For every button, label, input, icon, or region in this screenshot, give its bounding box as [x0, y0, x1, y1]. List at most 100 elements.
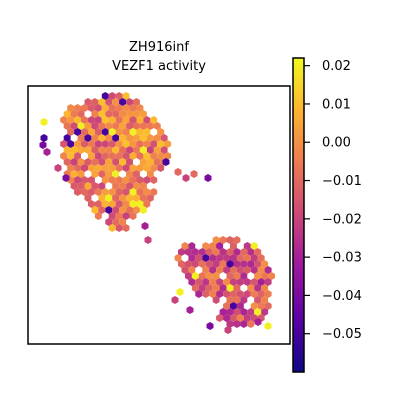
spot [174, 254, 182, 262]
spot [240, 260, 248, 268]
spot [62, 174, 70, 182]
spot [108, 104, 116, 112]
spot [224, 326, 232, 334]
spot [178, 248, 185, 256]
spot [219, 236, 227, 244]
spot [133, 122, 140, 130]
spot [178, 260, 185, 268]
spot [202, 278, 210, 286]
colorbar-tick-label: 0.00 [322, 136, 351, 151]
spot [122, 224, 130, 232]
spot [254, 318, 262, 326]
spot [247, 248, 255, 256]
spot [60, 152, 68, 160]
spot [139, 110, 147, 118]
spot [91, 170, 99, 178]
spot [136, 152, 144, 160]
spot [160, 146, 168, 154]
spot [126, 194, 133, 202]
spot [122, 92, 130, 100]
spot [236, 278, 244, 286]
spot [257, 290, 265, 298]
spot [67, 152, 75, 160]
spot [202, 254, 210, 262]
spot [122, 212, 130, 220]
spot [226, 296, 234, 304]
spot [250, 290, 258, 298]
spot [261, 308, 269, 316]
spot [77, 158, 85, 166]
spot [77, 146, 85, 154]
spot [143, 152, 151, 160]
spot [226, 248, 234, 256]
spot [205, 248, 213, 256]
spot [115, 152, 123, 160]
spot [67, 116, 75, 124]
spot [146, 146, 154, 154]
spot [157, 128, 165, 136]
spot [84, 158, 92, 166]
spot [240, 248, 248, 256]
spot [77, 182, 85, 190]
spot [150, 164, 158, 172]
spot [136, 140, 144, 148]
spot [126, 98, 133, 106]
spot [119, 194, 127, 202]
spot [84, 122, 92, 130]
spot [139, 146, 147, 154]
spot [112, 110, 120, 118]
spot [236, 254, 244, 262]
spot [108, 224, 116, 232]
spot [254, 284, 262, 292]
chart-title-line2: VEZF1 activity [112, 59, 206, 74]
spot [115, 164, 123, 172]
spot [257, 278, 265, 286]
spot [188, 278, 196, 286]
spot [176, 288, 184, 296]
spot [74, 176, 81, 184]
spot [74, 164, 81, 172]
spot [198, 284, 206, 292]
spot [115, 104, 123, 112]
spot [236, 314, 244, 322]
spot [60, 116, 68, 124]
spot [182, 174, 190, 182]
spot [122, 140, 130, 148]
spot [112, 158, 120, 166]
spot [129, 212, 137, 220]
spot [108, 116, 116, 124]
spot [136, 104, 144, 112]
spot [112, 194, 120, 202]
spot [98, 110, 106, 118]
spot [143, 200, 151, 208]
spot [98, 122, 106, 130]
spot [70, 170, 78, 178]
spot [146, 122, 154, 130]
spot [186, 306, 194, 314]
spot [247, 284, 255, 292]
spot [143, 140, 151, 148]
spot [129, 116, 137, 124]
spot [243, 278, 251, 286]
spot [119, 146, 127, 154]
spot [115, 212, 123, 220]
spot [119, 218, 127, 226]
spot [240, 320, 248, 328]
spot [247, 308, 255, 316]
spot [88, 128, 95, 136]
spot [171, 296, 179, 304]
spot [122, 176, 130, 184]
spot [112, 134, 120, 142]
spot [190, 170, 198, 178]
spot [198, 260, 206, 268]
spot [133, 98, 140, 106]
spot [250, 278, 258, 286]
spot [264, 322, 272, 330]
spot [216, 278, 224, 286]
spot [141, 222, 149, 230]
spot [191, 272, 199, 280]
spot [233, 296, 241, 304]
spot [198, 248, 206, 256]
spot [94, 164, 102, 172]
spot [101, 92, 109, 100]
